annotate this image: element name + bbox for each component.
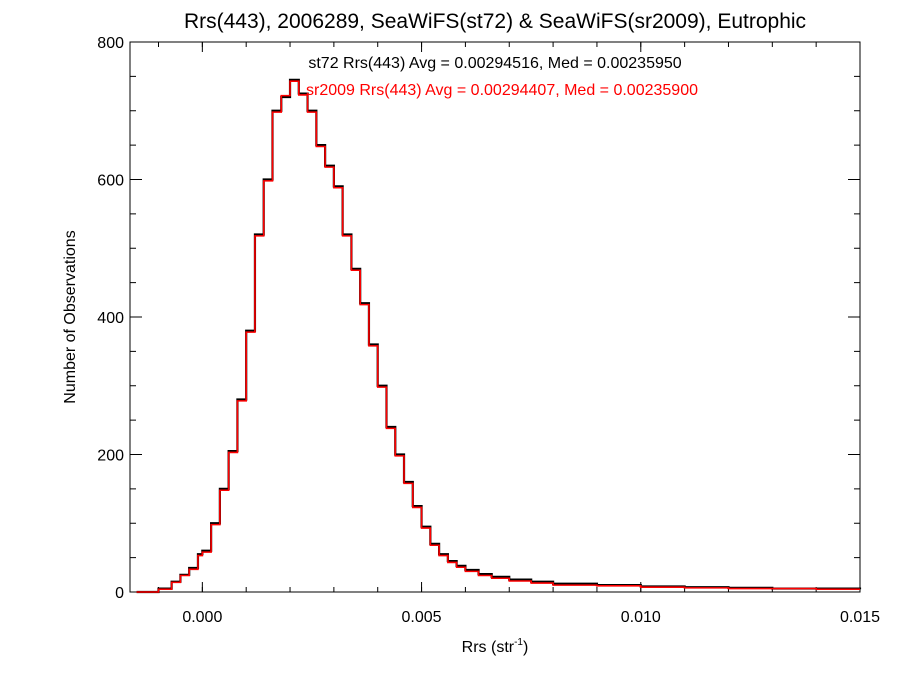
y-tick-label: 800 (97, 35, 124, 52)
histogram-series-layer (136, 78, 862, 594)
x-tick-label: 0.005 (402, 609, 442, 626)
histogram-series-0 (136, 78, 862, 594)
x-axis-ticks: 0.000 0.005 0.010 0.015 (157, 42, 880, 626)
chart-title: Rrs(443), 2006289, SeaWiFS(st72) & SeaWi… (184, 10, 806, 33)
y-axis-label: Number of Observations (62, 230, 79, 403)
x-axis-label-suffix: ) (523, 639, 528, 656)
x-axis-label-superscript: -1 (514, 637, 523, 648)
x-axis-label-main: Rrs (str (462, 639, 515, 656)
y-axis-ticks: 0 200 400 600 800 (97, 35, 860, 602)
y-tick-label: 200 (97, 448, 124, 465)
x-axis-label: Rrs (str-1) (462, 637, 529, 656)
histogram-series-1 (136, 80, 860, 593)
x-tick-label: 0.015 (840, 609, 880, 626)
annotation-sr2009: sr2009 Rrs(443) Avg = 0.00294407, Med = … (306, 82, 698, 99)
annotation-st72: st72 Rrs(443) Avg = 0.00294516, Med = 0.… (308, 55, 681, 72)
x-tick-label: 0.010 (621, 609, 661, 626)
plot-frame (129, 41, 861, 593)
y-tick-label: 0 (115, 585, 124, 602)
y-tick-label: 600 (97, 173, 124, 190)
y-tick-label: 400 (97, 310, 124, 327)
x-tick-label: 0.000 (182, 609, 222, 626)
